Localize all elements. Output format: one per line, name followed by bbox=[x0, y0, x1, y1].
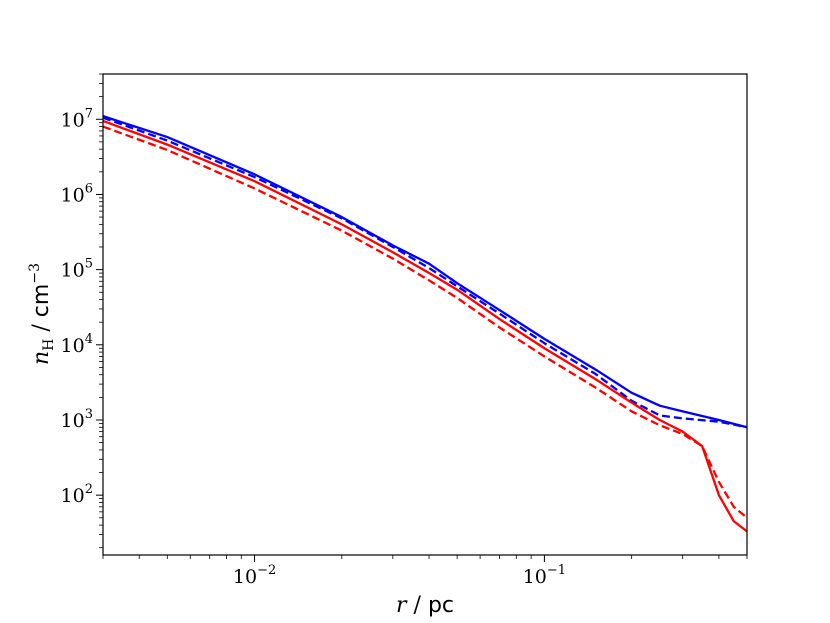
y-axis-label: nH / cm−3 bbox=[27, 263, 57, 365]
y-tick-base: 10 bbox=[61, 485, 85, 507]
x-tick-base: 10 bbox=[233, 566, 257, 588]
y-tick-exponent: 3 bbox=[85, 407, 93, 422]
y-axis-unit-exponent: −3 bbox=[27, 263, 43, 284]
x-axis-unit: pc bbox=[428, 593, 454, 618]
y-tick-exponent: 7 bbox=[85, 106, 93, 121]
y-tick-base: 10 bbox=[61, 109, 85, 131]
y-tick-base: 10 bbox=[61, 260, 85, 282]
y-axis-subscript: H bbox=[41, 339, 57, 351]
x-tick-label: 10−1 bbox=[523, 563, 566, 588]
series-layer bbox=[102, 115, 748, 533]
y-axis-variable: n bbox=[29, 351, 54, 365]
y-tick-exponent: 5 bbox=[85, 257, 93, 272]
x-axis-variable: r bbox=[396, 593, 408, 618]
x-tick-base: 10 bbox=[523, 566, 547, 588]
plot-frame bbox=[102, 73, 748, 556]
x-axis-label: r / pc bbox=[396, 593, 454, 618]
y-tick-exponent: 2 bbox=[85, 482, 93, 497]
series-line-1 bbox=[102, 116, 748, 429]
x-axis-separator: / bbox=[407, 593, 428, 618]
y-tick-label: 102 bbox=[61, 482, 93, 507]
y-tick-label: 104 bbox=[61, 332, 93, 357]
y-tick-label: 103 bbox=[61, 407, 93, 432]
y-tick-label: 106 bbox=[61, 181, 93, 206]
y-tick-label: 107 bbox=[61, 106, 93, 131]
series-line-0 bbox=[102, 115, 748, 429]
y-tick-label: 105 bbox=[61, 257, 93, 282]
y-tick-exponent: 4 bbox=[85, 332, 93, 347]
y-axis-separator: / bbox=[29, 317, 54, 338]
y-tick-exponent: 6 bbox=[85, 181, 93, 196]
x-tick-exponent: −2 bbox=[257, 563, 276, 578]
y-tick-base: 10 bbox=[61, 184, 85, 206]
x-tick-exponent: −1 bbox=[547, 563, 566, 578]
x-tick-label: 10−2 bbox=[233, 563, 276, 588]
y-tick-base: 10 bbox=[61, 410, 85, 432]
series-line-2 bbox=[102, 119, 748, 533]
series-line-3 bbox=[102, 125, 748, 519]
y-tick-base: 10 bbox=[61, 335, 85, 357]
y-axis-unit: cm bbox=[29, 284, 54, 318]
